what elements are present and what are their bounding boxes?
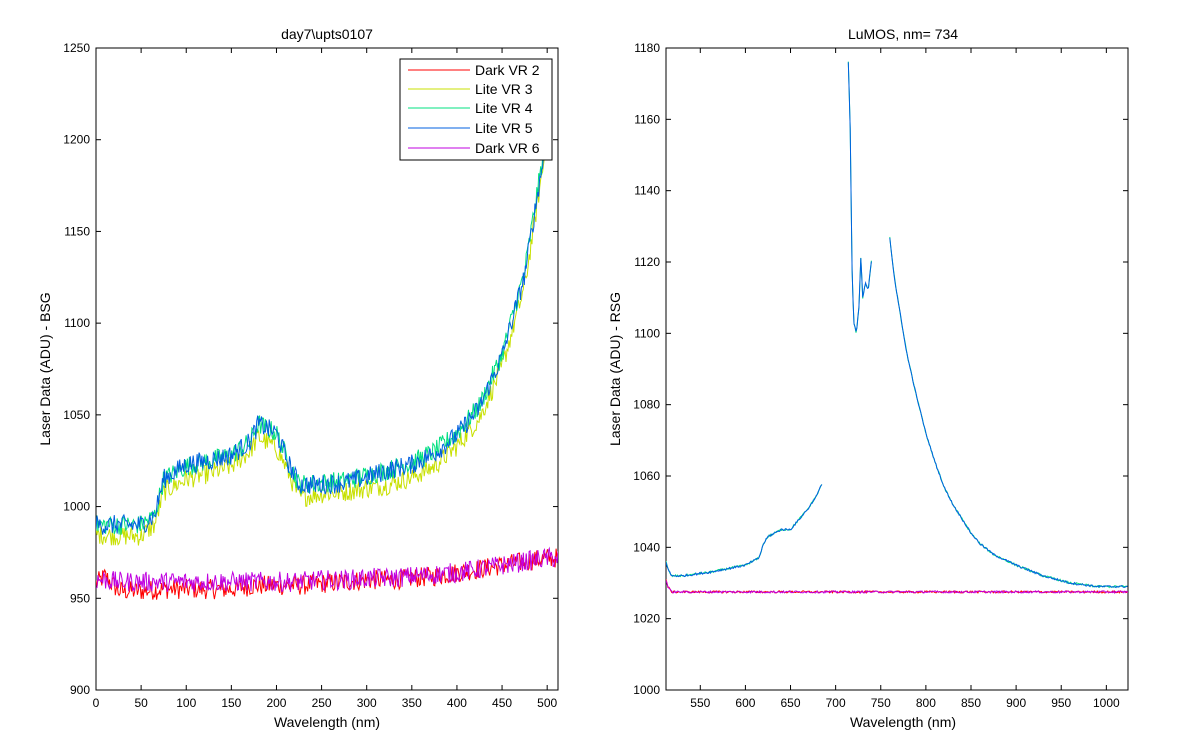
y-tick-label: 1100 (64, 316, 90, 330)
x-tick-label: 700 (826, 696, 846, 710)
x-tick-label: 400 (447, 696, 467, 710)
right-x-axis-title: Wavelength (nm) (850, 714, 956, 730)
right-tick-layer: 550 600 650 700 750 800 850 900 950 1000 1000 1020 1… (633, 41, 1128, 710)
legend-label-dark-vr-6: Dark VR 6 (475, 140, 540, 156)
right-series-layer (666, 61, 1128, 595)
y-tick-label: 1200 (63, 133, 90, 147)
x-tick-label: 500 (537, 696, 557, 710)
right-y-axis-title: Laser Data (ADU) - RSG (607, 292, 623, 446)
series-line-1-3-0 (666, 580, 1128, 594)
y-tick-label: 1250 (63, 41, 90, 55)
y-tick-label: 1120 (634, 255, 660, 269)
legend-box (399, 58, 553, 161)
series-line-1-1-1 (847, 62, 872, 332)
x-tick-label: 600 (735, 696, 755, 710)
legend-label-lite-vr-3: Lite VR 3 (475, 81, 533, 97)
y-tick-label: 1100 (634, 326, 660, 340)
y-tick-label: 1140 (634, 184, 660, 198)
series-line-0-1-0 (96, 153, 547, 546)
left-x-axis-title: Wavelength (nm) (274, 714, 380, 730)
y-tick-label: 1040 (633, 540, 660, 554)
x-tick-label: 0 (93, 696, 100, 710)
legend-label-lite-vr-5: Lite VR 5 (475, 120, 533, 136)
right-plot-area (665, 47, 1129, 691)
left-chart-title: day7\upts0107 (281, 26, 373, 42)
x-tick-label: 750 (871, 696, 891, 710)
y-tick-label: 1000 (63, 500, 90, 514)
legend: Dark VR 2 Lite VR 3 Lite VR 4 Lite VR 5 … (399, 58, 553, 161)
x-tick-label: 1000 (1093, 696, 1120, 710)
left-y-axis-title: Laser Data (ADU) - BSG (37, 292, 53, 445)
x-tick-label: 350 (402, 696, 422, 710)
x-tick-label: 850 (961, 696, 981, 710)
series-line-1-1-0 (666, 484, 823, 578)
x-tick-label: 300 (357, 696, 377, 710)
left-tick-layer: 0 50 100 150 200 250 300 350 400 450 500 900 950 1000… (63, 41, 558, 710)
y-tick-label: 900 (70, 683, 90, 697)
legend-label-lite-vr-4: Lite VR 4 (475, 100, 533, 116)
x-tick-label: 150 (221, 696, 241, 710)
right-chart: LuMOS, nm= 734 550 600 650 700 750 800 850 900 9… (607, 26, 1129, 730)
y-tick-label: 1180 (634, 41, 660, 55)
y-tick-label: 1060 (633, 469, 660, 483)
x-tick-label: 100 (176, 696, 196, 710)
y-tick-label: 950 (70, 591, 90, 605)
series-line-0-2-0 (96, 133, 547, 535)
y-tick-label: 1080 (633, 398, 660, 412)
right-chart-title: LuMOS, nm= 734 (848, 26, 958, 42)
series-line-0-4-0 (96, 546, 558, 593)
x-tick-label: 950 (1051, 696, 1071, 710)
y-tick-label: 1000 (633, 683, 660, 697)
x-tick-label: 50 (134, 696, 148, 710)
x-tick-label: 200 (266, 696, 286, 710)
series-line-1-1-2 (889, 238, 1128, 589)
y-tick-label: 1050 (63, 408, 90, 422)
series-line-0-0-0 (96, 548, 558, 600)
legend-label-dark-vr-2: Dark VR 2 (475, 62, 540, 78)
x-tick-label: 250 (312, 696, 332, 710)
x-tick-label: 800 (916, 696, 936, 710)
left-chart: day7\upts0107 0 50 100 150 200 250 300 350 400 45… (37, 26, 559, 730)
y-tick-label: 1020 (633, 612, 660, 626)
x-tick-label: 550 (690, 696, 710, 710)
x-tick-label: 900 (1006, 696, 1026, 710)
x-tick-label: 650 (781, 696, 801, 710)
x-tick-label: 450 (492, 696, 512, 710)
left-series-layer (96, 133, 558, 600)
y-tick-label: 1150 (64, 224, 90, 238)
y-tick-label: 1160 (634, 112, 660, 126)
series-line-0-3-0 (96, 138, 547, 535)
